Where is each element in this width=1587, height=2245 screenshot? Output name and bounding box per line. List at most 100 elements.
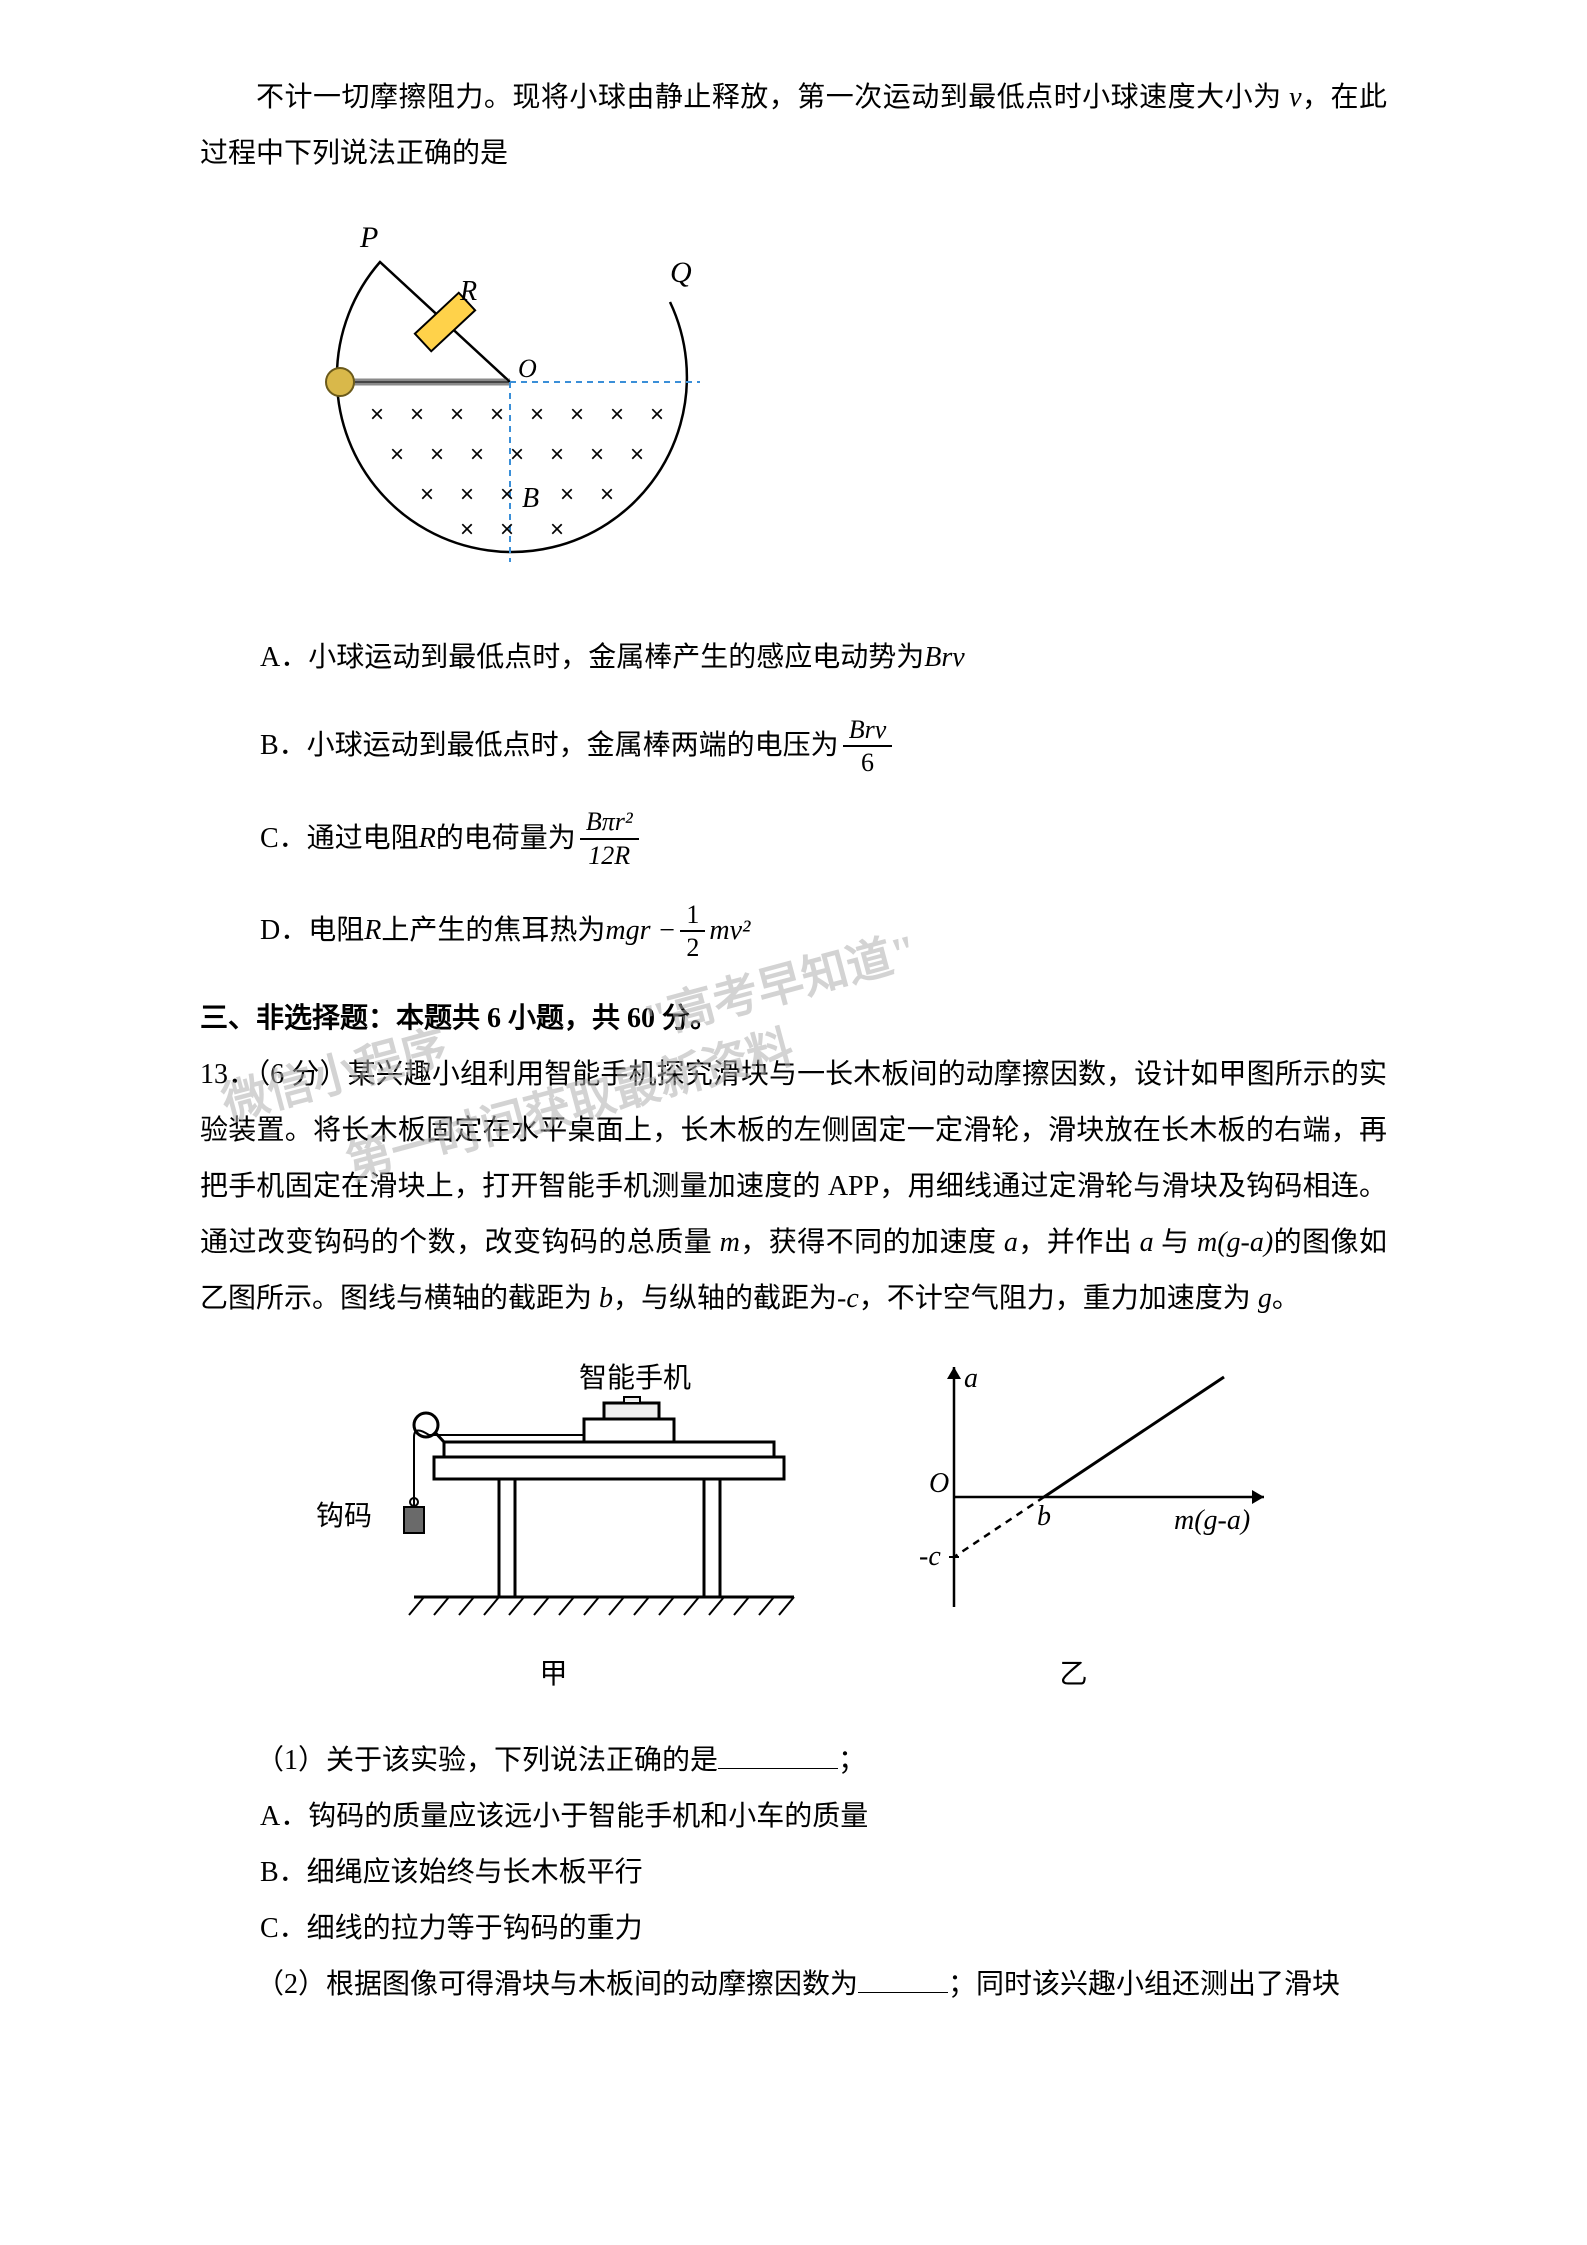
sub1-option-B: B．细绳应该始终与长木板平行 (260, 1845, 1387, 1901)
hook-weight (404, 1507, 424, 1533)
svg-text:×: × (560, 481, 574, 508)
apparatus-svg: 智能手机 钩码 (304, 1357, 804, 1637)
hook-label: 钩码 (316, 1500, 372, 1532)
svg-text:×: × (630, 441, 644, 468)
option-D: D．电阻 R 上产生的焦耳热为 mgr − 1 2 mv² (260, 899, 1387, 963)
sub1-options: A．钩码的质量应该远小于智能手机和小车的质量 B．细绳应该始终与长木板平行 C．… (200, 1789, 1387, 1957)
label-P: P (359, 221, 378, 254)
svg-text:×: × (490, 401, 504, 428)
ylabel: a (964, 1363, 978, 1394)
svg-text:×: × (530, 401, 544, 428)
q13-head2: ，获得不同的加速度 (740, 1227, 1004, 1258)
q13-mga: m(g-a) (1197, 1227, 1273, 1258)
option-B-frac: Brv 6 (843, 714, 893, 778)
sub2-blank[interactable] (858, 1964, 948, 1993)
sub1-post: ； (838, 1745, 866, 1776)
q13-a: a (1004, 1227, 1018, 1258)
option-D-expr2: mv² (709, 903, 750, 959)
option-C-frac: Bπr² 12R (580, 806, 639, 870)
svg-text:×: × (460, 516, 474, 543)
phone (604, 1403, 659, 1419)
option-B: B．小球运动到最低点时，金属棒两端的电压为 Brv 6 (260, 714, 1387, 778)
svg-text:×: × (450, 401, 464, 428)
svg-text:×: × (500, 481, 514, 508)
svg-text:×: × (470, 441, 484, 468)
sub1-blank[interactable] (718, 1740, 838, 1769)
intro-v: v (1289, 82, 1301, 113)
circle-svg: ×××××××× ××××××× ××××× ××× P Q R O B (300, 202, 720, 582)
xlabel: m(g-a) (1174, 1505, 1250, 1536)
option-B-num: Brv (843, 714, 893, 747)
block (584, 1419, 674, 1442)
arc-path (337, 262, 687, 552)
phone-label: 智能手机 (579, 1362, 691, 1394)
svg-text:×: × (650, 401, 664, 428)
option-D-expr1: mgr − (605, 903, 676, 959)
q13-head3: ，并作出 (1018, 1227, 1140, 1258)
graph-figure: a O b -c m(g-a) 乙 (864, 1357, 1284, 1703)
ball (326, 368, 354, 396)
options-q12: A．小球运动到最低点时，金属棒产生的感应电动势为 Brv B．小球运动到最低点时… (200, 630, 1387, 963)
option-D-R: R (364, 903, 381, 959)
exam-page: 不计一切摩擦阻力。现将小球由静止释放，第一次运动到最低点时小球速度大小为 v，在… (0, 0, 1587, 2245)
apparatus-figure: 智能手机 钩码 甲 (304, 1357, 804, 1703)
option-D-pre: D．电阻 (260, 903, 364, 959)
svg-text:×: × (500, 516, 514, 543)
sub1-pre: （1）关于该实验，下列说法正确的是 (256, 1745, 718, 1776)
q13-head8: 。 (1272, 1283, 1300, 1314)
sub1-option-A: A．钩码的质量应该远小于智能手机和小车的质量 (260, 1789, 1387, 1845)
intro-text-1: 不计一切摩擦阻力。现将小球由静止释放，第一次运动到最低点时小球速度大小为 (256, 82, 1289, 113)
option-A-expr: Brv (924, 630, 964, 686)
circle-diagram: ×××××××× ××××××× ××××× ××× P Q R O B (300, 202, 1387, 602)
q13-head7: ，不计空气阻力，重力加速度为 (859, 1283, 1258, 1314)
q13-b: b (599, 1283, 613, 1314)
option-A-text: A．小球运动到最低点时，金属棒产生的感应电动势为 (260, 630, 924, 686)
q13-a2: a (1140, 1227, 1154, 1258)
q13-g: g (1258, 1283, 1272, 1314)
option-C: C．通过电阻 R 的电荷量为 Bπr² 12R (260, 806, 1387, 870)
option-C-pre: C．通过电阻 (260, 811, 419, 867)
option-A: A．小球运动到最低点时，金属棒产生的感应电动势为 Brv (260, 630, 1387, 686)
svg-text:×: × (550, 516, 564, 543)
q13-m: m (720, 1227, 740, 1258)
label-B: B (522, 483, 539, 514)
graph-caption: 乙 (1059, 1647, 1087, 1703)
svg-text:×: × (410, 401, 424, 428)
option-C-num: Bπr² (580, 806, 639, 839)
svg-text:×: × (550, 441, 564, 468)
sub1-option-C: C．细线的拉力等于钩码的重力 (260, 1901, 1387, 1957)
svg-text:×: × (590, 441, 604, 468)
sub2: （2）根据图像可得滑块与木板间的动摩擦因数为 ；同时该兴趣小组还测出了滑块 (200, 1957, 1387, 2013)
b-label: b (1037, 1501, 1051, 1532)
apparatus-caption: 甲 (539, 1647, 567, 1703)
label-Q: Q (670, 256, 692, 289)
option-B-text: B．小球运动到最低点时，金属棒两端的电压为 (260, 718, 839, 774)
sub2-post: ；同时该兴趣小组还测出了滑块 (948, 1969, 1340, 2000)
neg-c-label: -c (919, 1541, 941, 1572)
sub1: （1）关于该实验，下列说法正确的是 ； (200, 1733, 1387, 1789)
option-D-mid: 上产生的焦耳热为 (381, 903, 605, 959)
graph-svg: a O b -c m(g-a) (864, 1357, 1284, 1637)
svg-text:×: × (420, 481, 434, 508)
svg-text:×: × (600, 481, 614, 508)
option-B-den: 6 (855, 747, 880, 778)
origin-label: O (929, 1468, 949, 1499)
svg-text:×: × (390, 441, 404, 468)
option-D-den: 2 (680, 932, 705, 963)
sub2-pre: （2）根据图像可得滑块与木板间的动摩擦因数为 (256, 1969, 858, 2000)
option-D-frac: 1 2 (680, 899, 705, 963)
intro-paragraph: 不计一切摩擦阻力。现将小球由静止释放，第一次运动到最低点时小球速度大小为 v，在… (200, 70, 1387, 182)
option-C-den: 12R (582, 840, 636, 871)
svg-text:×: × (370, 401, 384, 428)
svg-text:×: × (570, 401, 584, 428)
option-D-num: 1 (680, 899, 705, 932)
option-C-mid: 的电荷量为 (436, 811, 576, 867)
q13-head4: 与 (1154, 1227, 1197, 1258)
svg-text:×: × (510, 441, 524, 468)
label-R: R (459, 276, 477, 307)
svg-text:×: × (610, 401, 624, 428)
option-C-R: R (419, 811, 436, 867)
svg-text:×: × (430, 441, 444, 468)
figure-row: 智能手机 钩码 甲 a O b -c m(g-a) (200, 1357, 1387, 1703)
svg-text:×: × (460, 481, 474, 508)
